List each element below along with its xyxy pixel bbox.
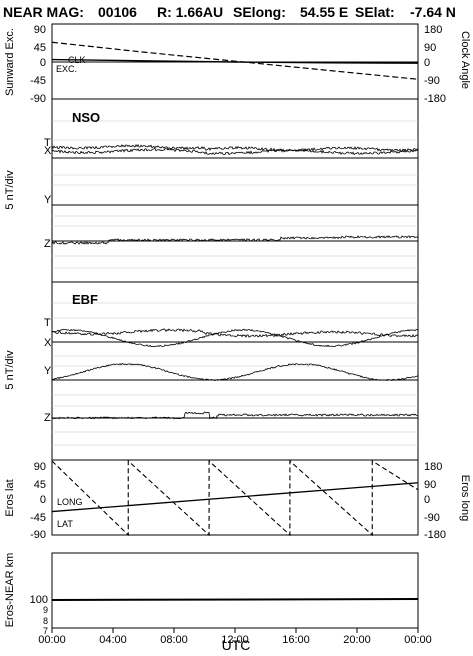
eros-series-lat — [51, 482, 419, 513]
eros-y2tick-0: 0 — [424, 494, 430, 506]
angles-y2tick-m90: -90 — [424, 75, 440, 87]
angles-y2tick-m180: -180 — [424, 93, 446, 105]
eros-y2tick-180: 180 — [424, 461, 442, 473]
dist-ytick-7: 7 — [43, 626, 48, 636]
angles-series-clk — [51, 41, 419, 80]
x-tick-label: 04:00 — [99, 634, 127, 646]
nso-panel-frame — [51, 98, 419, 283]
title-doy: 00106 — [98, 4, 137, 20]
title-range: R: 1.66AU — [157, 4, 223, 20]
angles-ylabel: Sunward Exc. — [4, 28, 16, 96]
eros-ytick-45: 45 — [34, 479, 46, 491]
angles-series-group — [51, 41, 419, 80]
distance-series-range — [51, 598, 419, 601]
eros-ytick-0: 0 — [40, 494, 46, 506]
eros-ytick-m90: -90 — [30, 529, 46, 541]
nso-comp-x: X — [44, 145, 52, 157]
nso-trace-z — [51, 235, 419, 245]
nso-comp-z: Z — [44, 238, 51, 250]
nso-comp-y: Y — [44, 194, 52, 206]
nso-panel-label: NSO — [72, 110, 100, 125]
dist-ylabel: Eros-NEAR km — [4, 553, 16, 628]
eros-y2tick-m180: -180 — [424, 529, 446, 541]
title-selong-value: 54.55 E — [300, 4, 348, 20]
angles-y2tick-0: 0 — [424, 57, 430, 69]
ebf-panel-label: EBF — [72, 292, 98, 307]
eros-y2tick-90: 90 — [424, 479, 436, 491]
eros-ylabel: Eros lat — [4, 479, 16, 516]
ebf-comp-z: Z — [44, 412, 51, 424]
dist-series-group — [51, 598, 419, 601]
eros-ytick-90: 90 — [34, 461, 46, 473]
nso-grid — [52, 120, 418, 269]
dist-ytick-9: 9 — [43, 605, 48, 615]
angles-ytick-45: 45 — [34, 42, 46, 54]
angles-ytick-m90: -90 — [30, 93, 46, 105]
ebf-comp-y: Y — [44, 365, 52, 377]
dist-ytick-8: 8 — [43, 616, 48, 626]
ebf-comp-x: X — [44, 337, 52, 349]
ebf-trace-t — [51, 328, 419, 339]
ebf-trace-x — [52, 328, 419, 348]
ebf-panel-frame — [51, 281, 419, 461]
eros-series-group — [51, 459, 419, 537]
x-tick-label: 00:00 — [38, 634, 66, 646]
title-mission: NEAR MAG: — [3, 4, 84, 20]
nso-series-group — [51, 143, 419, 245]
ebf-grid — [52, 302, 418, 446]
eros-series-long — [51, 459, 419, 537]
ebf-trace-y — [51, 363, 419, 382]
x-tick-label: 00:00 — [404, 634, 432, 646]
distance-panel-frame — [51, 552, 419, 629]
ebf-series-group — [51, 328, 419, 420]
x-tick-label: 16:00 — [282, 634, 310, 646]
x-tick-label: 12:00 — [221, 634, 249, 646]
nso-trace-t — [51, 143, 419, 153]
eros-series-label-lat: LAT — [57, 519, 73, 529]
title-selat-value: -7.64 N — [410, 4, 456, 20]
x-axis-label: UTC — [222, 637, 251, 653]
x-axis-ticks: 00:00 04:00 08:00 12:00 16:00 20:00 00:00 — [38, 628, 432, 646]
angles-series-label-exc: EXC. — [56, 64, 77, 74]
title-selong-label: SElong: — [233, 4, 286, 20]
nso-trace-x — [51, 147, 419, 156]
angles-ytick-0: 0 — [40, 57, 46, 69]
nso-comp-t: T — [44, 137, 51, 149]
angles-ytick-m45: -45 — [30, 75, 46, 87]
eros-y2label: Eros long — [459, 475, 471, 521]
ebf-comp-t: T — [44, 317, 51, 329]
dist-ytick-100: 100 — [30, 594, 48, 606]
eros-series-label-long: LONG — [57, 497, 83, 507]
nso-ylabel: 5 nT/div — [4, 170, 16, 210]
ebf-ylabel: 5 nT/div — [4, 350, 16, 390]
angles-y2label: Clock Angle — [459, 31, 471, 89]
angles-series-exc — [51, 58, 419, 64]
angles-ytick-90: 90 — [34, 24, 46, 36]
angles-y2tick-90: 90 — [424, 42, 436, 54]
eros-y2tick-m90: -90 — [424, 512, 440, 524]
title-selat-label: SElat: — [355, 4, 395, 20]
eros-ytick-m45: -45 — [30, 512, 46, 524]
eros-panel-frame — [51, 459, 419, 536]
x-tick-label: 20:00 — [343, 634, 371, 646]
x-tick-label: 08:00 — [160, 634, 188, 646]
ebf-trace-z — [51, 411, 419, 420]
angles-y2tick-180: 180 — [424, 24, 442, 36]
